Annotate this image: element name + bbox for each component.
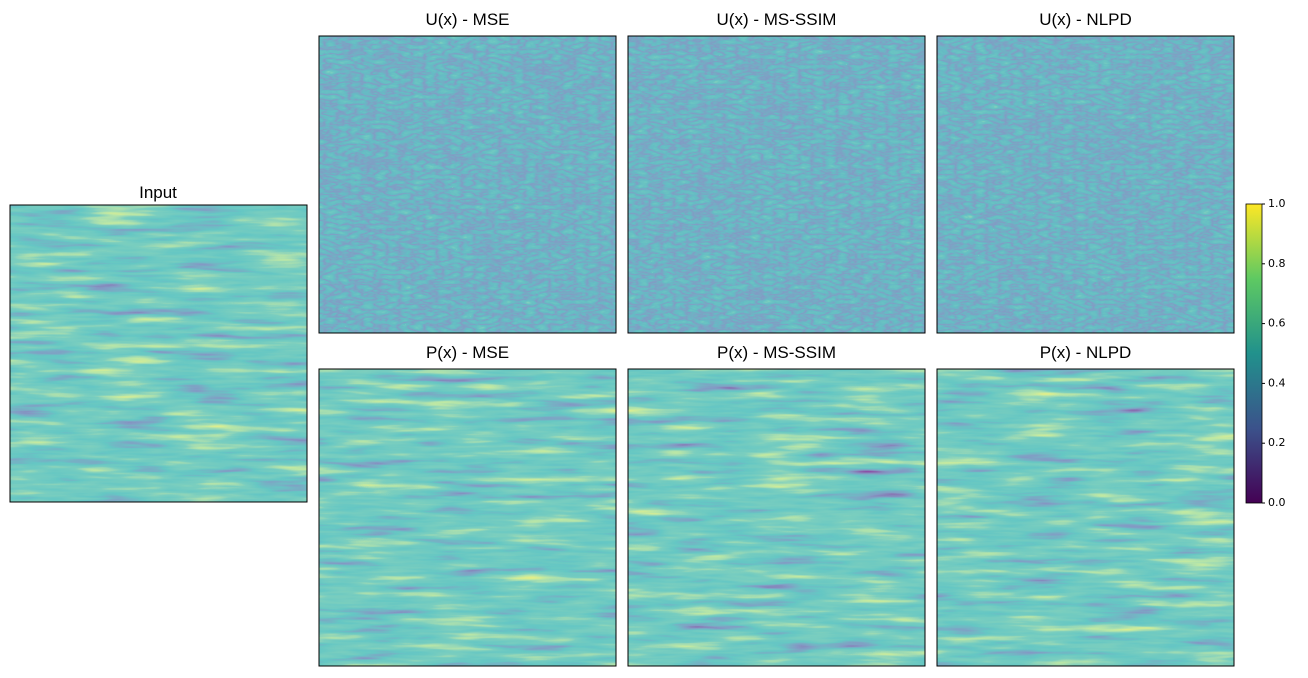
panel-image (319, 369, 616, 666)
panel-frame (318, 368, 617, 667)
panel-frame (9, 204, 308, 503)
panel-title: P(x) - MSE (426, 343, 509, 362)
panel-title: U(x) - NLPD (1039, 10, 1132, 29)
colorbar-tick-label: 0.4 (1268, 376, 1286, 389)
colorbar-tick-label: 0.2 (1268, 436, 1286, 449)
panel-title: P(x) - MS-SSIM (717, 343, 836, 362)
colorbar-tick-label: 0.8 (1268, 257, 1286, 270)
colorbar-tick-label: 0.0 (1268, 496, 1286, 509)
panel-frame (318, 35, 617, 334)
panel-frame (627, 368, 926, 667)
colorbar-tick-label: 0.6 (1268, 317, 1286, 330)
panel-image (628, 369, 925, 666)
panel-image (628, 36, 925, 333)
colorbar (1245, 203, 1263, 504)
input-image (10, 205, 307, 502)
panel-title: P(x) - NLPD (1040, 343, 1132, 362)
panel-title: U(x) - MS-SSIM (717, 10, 837, 29)
panel-image (937, 369, 1234, 666)
panel-title: Input (139, 183, 177, 202)
panel-image (937, 36, 1234, 333)
panel-image (319, 36, 616, 333)
colorbar-tick-label: 1.0 (1268, 197, 1286, 210)
panel-frame (936, 35, 1235, 334)
panel-frame (627, 35, 926, 334)
panel-title: U(x) - MSE (425, 10, 509, 29)
panel-frame (936, 368, 1235, 667)
